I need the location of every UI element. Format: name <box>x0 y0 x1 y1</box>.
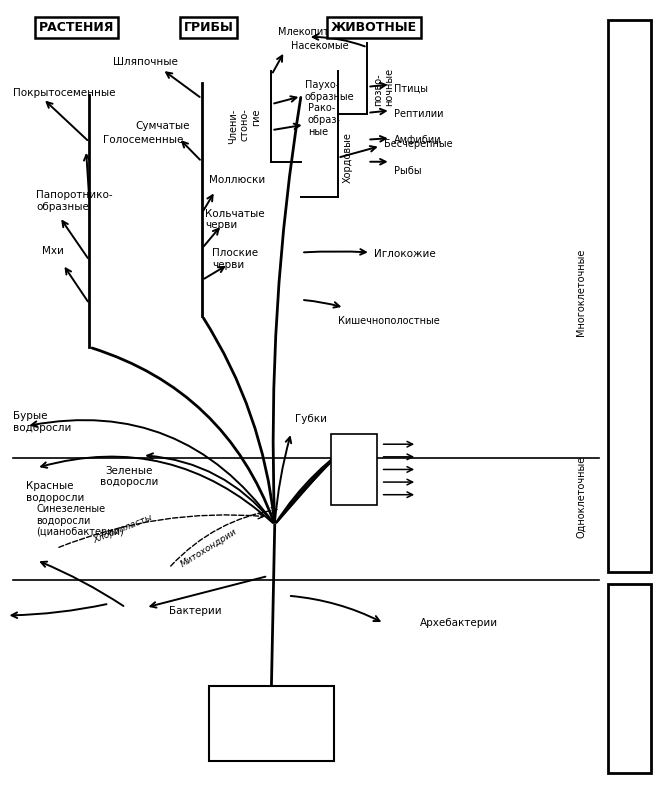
Text: Бесчерепные: Бесчерепные <box>384 139 453 148</box>
Text: ЖИВОТНЫЕ: ЖИВОТНЫЕ <box>331 21 417 34</box>
Text: Иглокожие: Иглокожие <box>374 249 436 259</box>
Text: Шляпочные: Шляпочные <box>113 57 178 66</box>
Text: Сумчатые: Сумчатые <box>135 122 189 131</box>
Text: Голосеменные: Голосеменные <box>103 136 183 145</box>
Text: Рако-
образ-
ные: Рако- образ- ные <box>308 103 341 136</box>
Text: Бурые
водоросли: Бурые водоросли <box>13 411 71 433</box>
Text: Птицы: Птицы <box>394 84 428 93</box>
Text: Рептилии: Рептилии <box>394 110 444 119</box>
Text: Моллюски: Моллюски <box>209 175 265 185</box>
Text: Плоские
черви: Плоские черви <box>212 248 258 270</box>
Text: Архебактерии: Архебактерии <box>420 619 498 628</box>
Bar <box>209 686 334 761</box>
Text: позво-
ночные: позво- ночные <box>373 68 395 106</box>
Text: Кольчатые
черви: Кольчатые черви <box>205 208 265 230</box>
Text: Бактерии: Бактерии <box>169 607 221 616</box>
Text: Мхи: Мхи <box>42 246 64 256</box>
Text: Красные
водоросли: Красные водоросли <box>26 481 85 503</box>
Text: Члени-
стоно-
гие: Члени- стоно- гие <box>228 109 261 144</box>
Text: Многоклеточные: Многоклеточные <box>576 249 587 335</box>
Text: Губки: Губки <box>295 414 326 424</box>
Bar <box>331 434 377 505</box>
Text: Зеленые
водоросли: Зеленые водоросли <box>100 466 158 487</box>
Text: Митохондрии: Митохондрии <box>179 527 238 570</box>
Text: Рыбы: Рыбы <box>394 166 422 176</box>
Text: Простейшие: Простейшие <box>350 439 359 499</box>
Text: ГРИБЫ: ГРИБЫ <box>183 21 234 34</box>
Text: Насекомые: Насекомые <box>291 41 349 50</box>
Text: Одноклеточные: Одноклеточные <box>576 456 587 538</box>
Text: Покрытосеменные: Покрытосеменные <box>13 88 116 98</box>
Text: РАСТЕНИЯ: РАСТЕНИЯ <box>38 21 114 34</box>
Text: Хлоропласты: Хлоропласты <box>91 513 154 544</box>
Text: Хордовые: Хордовые <box>343 133 353 183</box>
Text: Кишечнополостные: Кишечнополостные <box>338 316 440 326</box>
Text: Папоротнико-
образные: Папоротнико- образные <box>36 190 113 212</box>
Text: Предковый
прокариотический
организм: Предковый прокариотический организм <box>220 708 323 741</box>
Text: Амфибии: Амфибии <box>394 136 442 145</box>
Text: Синезеленые
водоросли
(цианобактерии): Синезеленые водоросли (цианобактерии) <box>36 504 124 537</box>
Text: ПРОКАРИОТЫ: ПРОКАРИОТЫ <box>623 628 636 729</box>
Bar <box>608 20 651 572</box>
Bar <box>608 584 651 773</box>
Text: Паухо-
образные: Паухо- образные <box>305 80 354 102</box>
Text: Млекопитающие: Млекопитающие <box>278 27 365 36</box>
Text: ЭУКАРИОТЫ: ЭУКАРИОТЫ <box>623 251 636 341</box>
